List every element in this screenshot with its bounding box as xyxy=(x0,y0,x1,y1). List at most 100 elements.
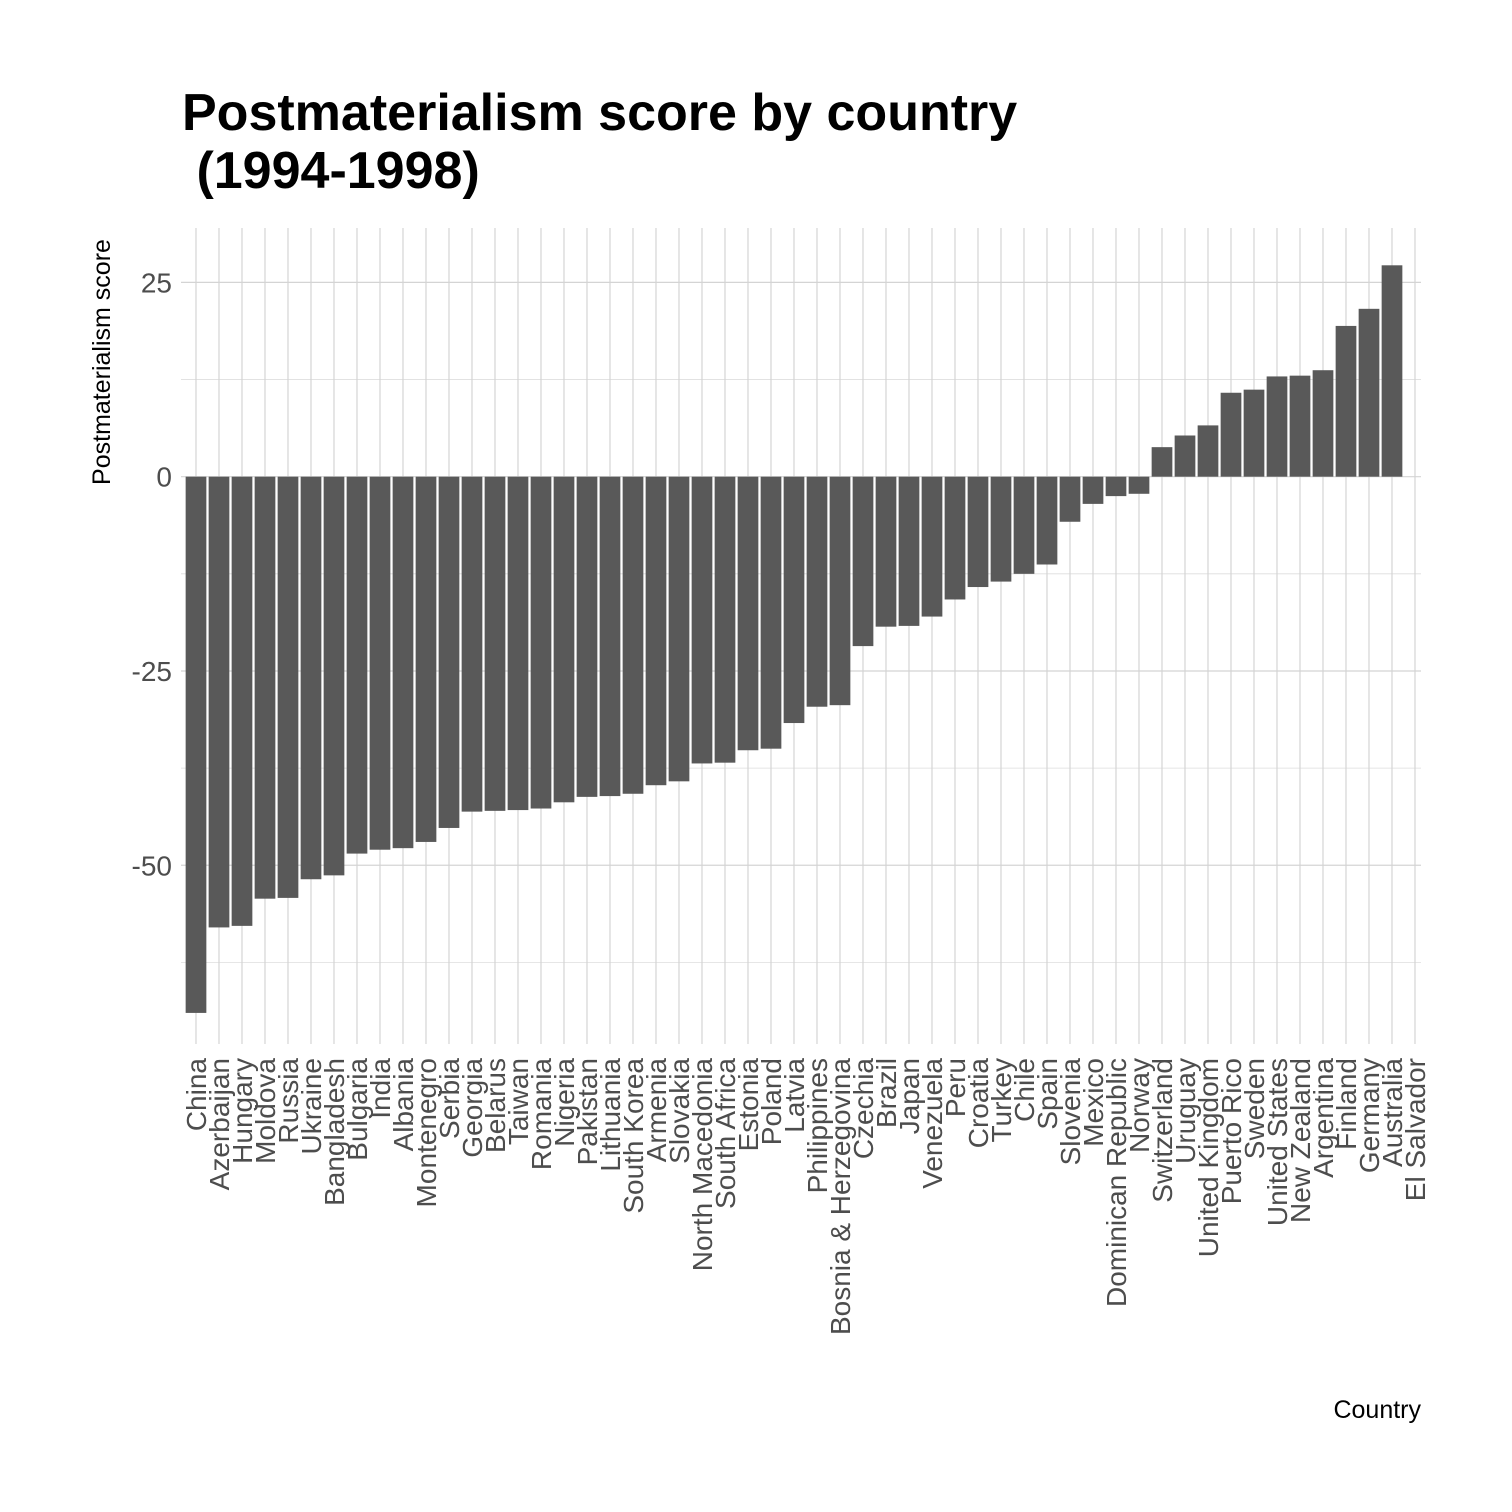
x-tick-label: United States xyxy=(1262,1058,1293,1226)
bar xyxy=(645,476,667,786)
bar xyxy=(576,476,598,797)
bar xyxy=(691,476,713,764)
x-tick-label: Philippines xyxy=(802,1058,833,1193)
x-tick-label: Peru xyxy=(940,1058,971,1117)
x-tick-label: Albania xyxy=(388,1058,419,1152)
bar xyxy=(369,476,391,850)
x-tick-label: North Macedonia xyxy=(687,1058,718,1272)
x-tick-label: Dominican Republic xyxy=(1101,1058,1132,1307)
x-tick-label: India xyxy=(365,1058,396,1119)
chart-title: Postmaterialism score by country xyxy=(182,84,1017,142)
x-tick-label: China xyxy=(181,1058,212,1132)
x-tick-label: Chile xyxy=(1009,1058,1040,1122)
bar xyxy=(185,476,207,1013)
x-tick-label: Spain xyxy=(1032,1058,1063,1130)
bar xyxy=(1381,265,1403,477)
bar xyxy=(1197,425,1219,477)
x-tick-label: Serbia xyxy=(434,1058,465,1139)
x-axis-title: Country xyxy=(1333,1396,1421,1424)
bar xyxy=(254,476,276,899)
bar xyxy=(1312,370,1334,477)
bar xyxy=(1358,308,1380,477)
x-tick-label: Poland xyxy=(756,1058,787,1145)
bar xyxy=(967,476,989,588)
bar xyxy=(990,476,1012,582)
x-tick-label: Finland xyxy=(1331,1058,1362,1150)
bar xyxy=(484,476,506,811)
x-tick-label: Montenegro xyxy=(411,1058,442,1207)
bar xyxy=(852,476,874,647)
x-tick-label: Russia xyxy=(273,1058,304,1144)
x-tick-label: Germany xyxy=(1354,1058,1385,1173)
x-tick-label: Estonia xyxy=(733,1058,764,1152)
bar xyxy=(806,476,828,707)
bar xyxy=(553,476,575,803)
x-tick-label: Australia xyxy=(1377,1058,1408,1167)
bar xyxy=(346,476,368,854)
y-axis-title: Postmaterialism score xyxy=(88,239,116,485)
bar xyxy=(1059,476,1081,522)
x-tick-label: Taiwan xyxy=(503,1058,534,1145)
y-tick-label: 25 xyxy=(141,267,172,298)
bar xyxy=(714,476,736,763)
x-tick-label: Lithuania xyxy=(595,1058,626,1172)
bar xyxy=(668,476,690,782)
x-tick-label: New Zealand xyxy=(1285,1058,1316,1223)
x-tick-label: Czechia xyxy=(848,1058,879,1160)
x-tick-label: Armenia xyxy=(641,1058,672,1163)
y-tick-label: 0 xyxy=(156,462,172,493)
x-tick-label: Belarus xyxy=(480,1058,511,1153)
x-tick-label: South Africa xyxy=(710,1058,741,1209)
bar xyxy=(208,476,230,928)
x-tick-label: Norway xyxy=(1124,1058,1155,1153)
bar xyxy=(599,476,621,797)
bar xyxy=(1335,325,1357,477)
x-tick-label: Turkey xyxy=(986,1058,1017,1143)
bar xyxy=(760,476,782,749)
bar xyxy=(898,476,920,626)
bar xyxy=(829,476,851,706)
x-tick-label: Argentina xyxy=(1308,1058,1339,1178)
x-tick-label: Latvia xyxy=(779,1058,810,1133)
bar xyxy=(300,476,322,880)
bar xyxy=(944,476,966,600)
x-tick-label: Croatia xyxy=(963,1058,994,1149)
bar xyxy=(323,476,345,876)
bar xyxy=(1151,447,1173,477)
y-tick-label: -50 xyxy=(132,850,172,881)
bar xyxy=(921,476,943,617)
bar xyxy=(1289,375,1311,477)
x-tick-label: Bosnia & Herzegovina xyxy=(825,1058,856,1335)
bar xyxy=(530,476,552,809)
x-tick-label: Nigeria xyxy=(549,1058,580,1147)
bar xyxy=(1243,389,1265,477)
chart-subtitle: (1994-1998) xyxy=(182,142,480,200)
bar xyxy=(392,476,414,849)
x-tick-label: Slovenia xyxy=(1055,1058,1086,1166)
bar xyxy=(1128,476,1150,494)
x-tick-label: Azerbaijan xyxy=(204,1058,235,1190)
x-tick-label: Venezuela xyxy=(917,1058,948,1189)
x-tick-label: Mexico xyxy=(1078,1058,1109,1147)
bar xyxy=(1220,392,1242,477)
bar xyxy=(461,476,483,812)
y-tick-label: -25 xyxy=(132,656,172,687)
bar xyxy=(507,476,529,811)
bar xyxy=(415,476,437,842)
bar xyxy=(737,476,759,751)
x-tick-label: Pakistan xyxy=(572,1058,603,1165)
bar xyxy=(277,476,299,898)
bar xyxy=(1174,435,1196,477)
bar xyxy=(1013,476,1035,574)
x-tick-label: Hungary xyxy=(227,1058,258,1164)
bar xyxy=(622,476,644,794)
x-tick-label: Slovakia xyxy=(664,1058,695,1164)
x-tick-label: United Kingdom xyxy=(1193,1058,1224,1257)
y-axis-ticks: 25 0 -25 -50 xyxy=(132,267,172,881)
bar xyxy=(1105,476,1127,497)
x-tick-label: South Korea xyxy=(618,1058,649,1214)
x-tick-label: Moldova xyxy=(250,1058,281,1164)
x-tick-label: Brazil xyxy=(871,1058,902,1128)
bar xyxy=(875,476,897,627)
